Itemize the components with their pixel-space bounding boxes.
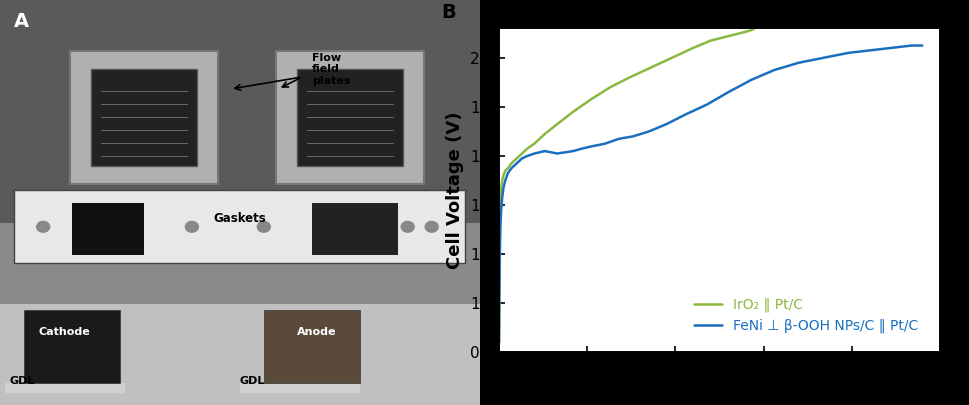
IrO₂ ‖ Pt/C (567, 109, 578, 114)
FeNi ⊥ β-OOH NPs/C ‖ Pt/C (842, 51, 854, 55)
Bar (0, 304, 480, 405)
FeNi ⊥ β-OOH NPs/C ‖ Pt/C (499, 178, 511, 183)
IrO₂ ‖ Pt/C (496, 178, 508, 183)
FeNi ⊥ β-OOH NPs/C ‖ Pt/C (493, 288, 505, 293)
FancyBboxPatch shape (276, 51, 424, 184)
FeNi ⊥ β-OOH NPs/C ‖ Pt/C (567, 149, 578, 153)
Legend: IrO₂ ‖ Pt/C, FeNi ⊥ β-OOH NPs/C ‖ Pt/C: IrO₂ ‖ Pt/C, FeNi ⊥ β-OOH NPs/C ‖ Pt/C (689, 292, 924, 339)
Y-axis label: Cell Voltage (V): Cell Voltage (V) (447, 112, 464, 269)
Circle shape (424, 221, 439, 233)
FeNi ⊥ β-OOH NPs/C ‖ Pt/C (586, 144, 598, 149)
Text: GDL: GDL (10, 376, 35, 386)
FancyBboxPatch shape (70, 51, 218, 184)
FeNi ⊥ β-OOH NPs/C ‖ Pt/C (917, 43, 928, 48)
Text: Anode: Anode (297, 327, 337, 337)
Circle shape (112, 221, 127, 233)
FeNi ⊥ β-OOH NPs/C ‖ Pt/C (745, 77, 757, 82)
FeNi ⊥ β-OOH NPs/C ‖ Pt/C (768, 68, 780, 72)
FeNi ⊥ β-OOH NPs/C ‖ Pt/C (680, 112, 692, 117)
FeNi ⊥ β-OOH NPs/C ‖ Pt/C (494, 222, 506, 227)
FeNi ⊥ β-OOH NPs/C ‖ Pt/C (494, 247, 506, 252)
FancyBboxPatch shape (91, 69, 197, 166)
FeNi ⊥ β-OOH NPs/C ‖ Pt/C (498, 185, 510, 190)
Line: IrO₂ ‖ Pt/C: IrO₂ ‖ Pt/C (499, 28, 755, 343)
IrO₂ ‖ Pt/C (749, 26, 761, 31)
Circle shape (257, 221, 271, 233)
FeNi ⊥ β-OOH NPs/C ‖ Pt/C (723, 90, 735, 95)
FeNi ⊥ β-OOH NPs/C ‖ Pt/C (661, 122, 672, 126)
Text: GDL: GDL (239, 376, 266, 386)
IrO₂ ‖ Pt/C (724, 33, 735, 38)
IrO₂ ‖ Pt/C (493, 276, 505, 281)
FeNi ⊥ β-OOH NPs/C ‖ Pt/C (643, 129, 655, 134)
IrO₂ ‖ Pt/C (743, 28, 755, 33)
FeNi ⊥ β-OOH NPs/C ‖ Pt/C (496, 195, 508, 200)
IrO₂ ‖ Pt/C (624, 75, 636, 80)
FeNi ⊥ β-OOH NPs/C ‖ Pt/C (502, 171, 514, 176)
FeNi ⊥ β-OOH NPs/C ‖ Pt/C (885, 45, 896, 50)
IrO₂ ‖ Pt/C (506, 161, 517, 166)
IrO₂ ‖ Pt/C (585, 97, 597, 102)
FeNi ⊥ β-OOH NPs/C ‖ Pt/C (906, 43, 918, 48)
Text: A: A (15, 12, 29, 31)
IrO₂ ‖ Pt/C (493, 340, 505, 345)
FeNi ⊥ β-OOH NPs/C ‖ Pt/C (516, 156, 528, 161)
Text: B: B (442, 3, 456, 22)
IrO₂ ‖ Pt/C (494, 198, 506, 202)
FeNi ⊥ β-OOH NPs/C ‖ Pt/C (818, 55, 829, 60)
Bar (0, 223, 480, 405)
IrO₂ ‖ Pt/C (502, 166, 514, 171)
FeNi ⊥ β-OOH NPs/C ‖ Pt/C (863, 48, 875, 53)
FeNi ⊥ β-OOH NPs/C ‖ Pt/C (551, 151, 563, 156)
FeNi ⊥ β-OOH NPs/C ‖ Pt/C (793, 60, 804, 65)
Bar (72, 202, 143, 255)
FancyBboxPatch shape (297, 69, 403, 166)
IrO₂ ‖ Pt/C (645, 65, 657, 70)
Circle shape (36, 221, 50, 233)
X-axis label: Current density (mA cm⁻²): Current density (mA cm⁻²) (586, 378, 853, 396)
FeNi ⊥ β-OOH NPs/C ‖ Pt/C (495, 207, 507, 212)
IrO₂ ‖ Pt/C (521, 146, 533, 151)
Circle shape (328, 221, 343, 233)
IrO₂ ‖ Pt/C (495, 185, 507, 190)
FancyBboxPatch shape (239, 383, 359, 393)
FeNi ⊥ β-OOH NPs/C ‖ Pt/C (702, 102, 713, 107)
IrO₂ ‖ Pt/C (704, 38, 716, 43)
FeNi ⊥ β-OOH NPs/C ‖ Pt/C (613, 136, 625, 141)
Bar (312, 202, 398, 255)
FancyBboxPatch shape (264, 310, 359, 383)
FeNi ⊥ β-OOH NPs/C ‖ Pt/C (599, 141, 610, 146)
FeNi ⊥ β-OOH NPs/C ‖ Pt/C (511, 161, 522, 166)
Bar (0, 0, 480, 223)
Text: Cathode: Cathode (39, 327, 90, 337)
IrO₂ ‖ Pt/C (516, 151, 528, 156)
Text: Flow
field
plates: Flow field plates (312, 53, 350, 86)
FeNi ⊥ β-OOH NPs/C ‖ Pt/C (493, 340, 505, 345)
Circle shape (185, 221, 199, 233)
IrO₂ ‖ Pt/C (511, 156, 522, 161)
Text: Gaskets: Gaskets (213, 212, 266, 225)
Circle shape (400, 221, 415, 233)
Line: FeNi ⊥ β-OOH NPs/C ‖ Pt/C: FeNi ⊥ β-OOH NPs/C ‖ Pt/C (499, 45, 922, 343)
FeNi ⊥ β-OOH NPs/C ‖ Pt/C (539, 149, 550, 153)
FancyBboxPatch shape (24, 310, 120, 383)
FancyBboxPatch shape (5, 383, 125, 393)
FeNi ⊥ β-OOH NPs/C ‖ Pt/C (627, 134, 639, 139)
IrO₂ ‖ Pt/C (539, 132, 550, 136)
Bar (15, 190, 465, 263)
IrO₂ ‖ Pt/C (687, 45, 699, 50)
IrO₂ ‖ Pt/C (666, 55, 677, 60)
FeNi ⊥ β-OOH NPs/C ‖ Pt/C (521, 153, 533, 158)
IrO₂ ‖ Pt/C (498, 173, 510, 178)
IrO₂ ‖ Pt/C (551, 122, 563, 126)
FeNi ⊥ β-OOH NPs/C ‖ Pt/C (506, 166, 517, 171)
FeNi ⊥ β-OOH NPs/C ‖ Pt/C (577, 146, 588, 151)
IrO₂ ‖ Pt/C (494, 222, 506, 227)
IrO₂ ‖ Pt/C (528, 141, 540, 146)
FeNi ⊥ β-OOH NPs/C ‖ Pt/C (528, 151, 540, 156)
IrO₂ ‖ Pt/C (605, 85, 616, 90)
IrO₂ ‖ Pt/C (499, 168, 511, 173)
